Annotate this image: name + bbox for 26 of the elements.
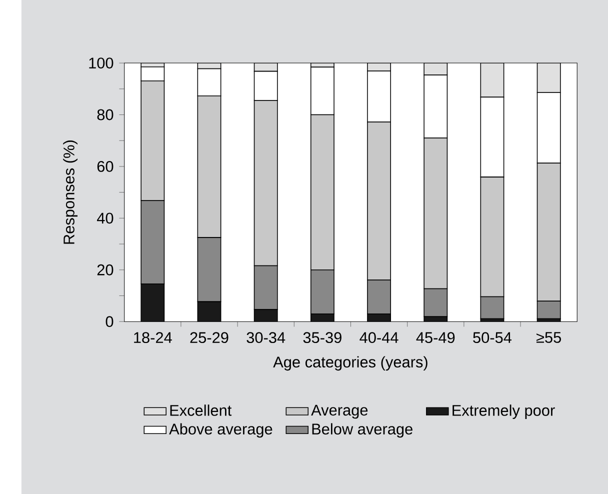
y-tick-label: 80	[97, 109, 114, 120]
legend-label: Extremely poor	[452, 404, 555, 419]
x-tick-label: 18-24	[134, 332, 172, 344]
legend-label: Average	[311, 404, 368, 419]
legend-label: Below average	[312, 423, 412, 438]
legend-label: Above average	[169, 423, 272, 438]
x-tick-label: ≥55	[536, 332, 561, 343]
x-tick-label: 25-29	[190, 332, 228, 344]
x-tick-label: 30-34	[246, 332, 286, 344]
y-tick-label: 100	[89, 58, 114, 69]
legend-label: Excellent	[170, 404, 232, 416]
y-axis-title: Responses (%)	[63, 140, 78, 244]
x-tick-label: 50-54	[473, 332, 512, 344]
y-tick-label: 60	[97, 161, 114, 172]
x-tick-label: 45-49	[416, 332, 455, 344]
x-tick-label: 40-44	[360, 332, 398, 344]
bar	[536, 63, 561, 93]
y-tick-label: 0	[106, 316, 114, 328]
y-tick-label: 40	[96, 212, 114, 224]
bar	[197, 301, 222, 322]
bar	[480, 63, 504, 98]
y-tick-label: 20	[97, 264, 114, 276]
x-tick-label: 35-39	[303, 332, 342, 344]
x-axis-title: Age categories (years)	[273, 356, 428, 371]
bar	[140, 283, 165, 322]
bar	[424, 63, 448, 76]
